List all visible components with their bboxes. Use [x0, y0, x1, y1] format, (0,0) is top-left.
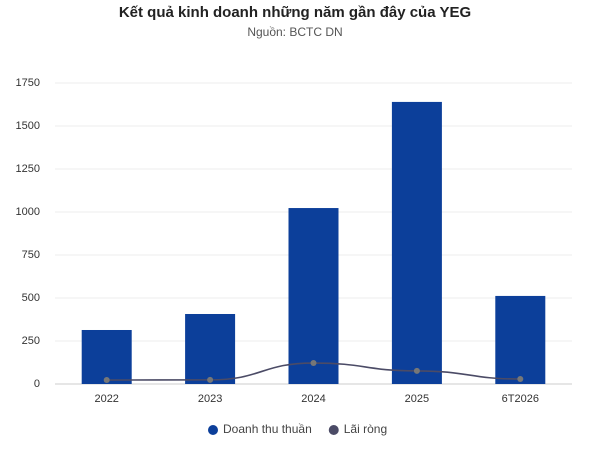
- y-tick-label: 500: [22, 292, 40, 304]
- x-tick-label: 2025: [405, 393, 429, 405]
- x-tick-label: 2024: [301, 393, 325, 405]
- y-tick-label: 750: [22, 249, 40, 261]
- x-tick-label: 6T2026: [502, 393, 539, 405]
- y-tick-label: 1500: [16, 120, 40, 132]
- bar: [185, 313, 236, 384]
- line-point: [207, 376, 214, 383]
- y-tick-label: 1000: [16, 206, 40, 218]
- line-point: [517, 376, 524, 383]
- line-point: [103, 377, 110, 384]
- chart-title: Kết quả kinh doanh những năm gần đây của…: [119, 4, 471, 21]
- legend-marker: [328, 425, 339, 435]
- x-tick-label: 2023: [198, 393, 222, 405]
- bar: [495, 295, 546, 384]
- line-point: [413, 367, 420, 374]
- bar: [391, 101, 442, 385]
- legend-label: Doanh thu thuần: [223, 422, 312, 436]
- y-tick-label: 250: [22, 335, 40, 347]
- y-tick-label: 1750: [16, 77, 40, 89]
- legend-marker: [208, 425, 218, 435]
- bar: [288, 208, 339, 384]
- bar: [81, 329, 132, 384]
- y-tick-label: 0: [34, 378, 40, 390]
- x-tick-label: 2022: [94, 393, 118, 405]
- legend-label: Lãi ròng: [344, 422, 387, 436]
- line-point: [310, 360, 317, 367]
- y-tick-label: 1250: [16, 163, 40, 175]
- chart-subtitle: Nguồn: BCTC DN: [247, 25, 342, 39]
